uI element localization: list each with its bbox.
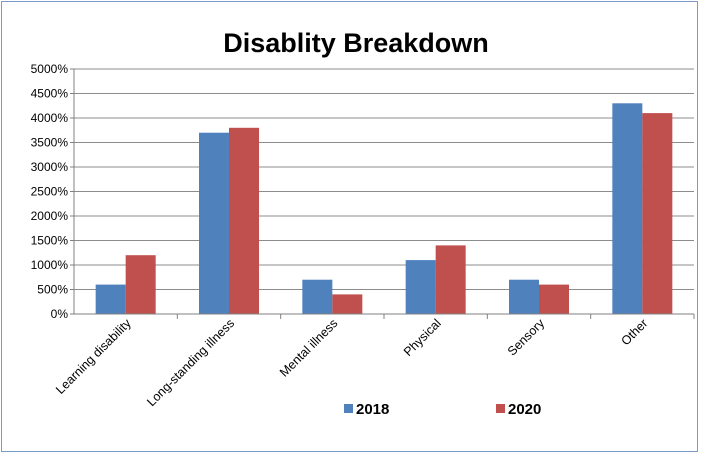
legend-label-2018: 2018	[356, 401, 389, 418]
x-category-label: Mental illness	[277, 316, 340, 379]
y-tick-label: 2000%	[31, 209, 69, 223]
x-category-label: Sensory	[505, 316, 548, 359]
legend: 2018 2020	[344, 401, 541, 418]
gridlines	[74, 68, 694, 290]
bar-2018-learning-disability	[95, 284, 126, 314]
bar-2018-long-standing-illness	[199, 132, 229, 314]
y-tick-label: 4000%	[31, 111, 69, 125]
chart-frame: Disablity Breakdown 0% 500% 1000% 1500% 2000…	[1, 1, 698, 452]
bar-2020-mental-illness	[332, 294, 363, 314]
chart-title: Disablity Breakdown	[223, 28, 489, 58]
bar-2018-mental-illness	[302, 279, 333, 314]
bar-2018-sensory	[509, 279, 539, 314]
y-tick-label: 4500%	[31, 87, 69, 101]
bars	[95, 103, 673, 314]
bar-2018-physical	[405, 260, 436, 314]
y-tick-label: 1500%	[31, 234, 69, 248]
legend-label-2020: 2020	[508, 401, 541, 418]
bar-2020-learning-disability	[125, 255, 156, 314]
y-axis-ticks: 0% 500% 1000% 1500% 2000% 2500% 3000% 3500% 4000…	[31, 62, 74, 321]
x-category-label: Physical	[401, 316, 444, 359]
bar-2020-other	[642, 113, 673, 314]
y-tick-label: 2500%	[31, 185, 69, 199]
legend-swatch-2020	[496, 404, 505, 413]
y-tick-label: 3000%	[31, 160, 69, 174]
bar-2020-long-standing-illness	[229, 127, 259, 314]
x-category-label: Other	[618, 316, 650, 348]
bar-2020-sensory	[539, 284, 569, 314]
bar-2020-physical	[435, 245, 466, 314]
x-category-label: Learning disability	[53, 316, 134, 397]
legend-swatch-2018	[344, 404, 353, 413]
y-tick-label: 500%	[37, 283, 68, 297]
y-tick-label: 5000%	[31, 62, 69, 76]
y-tick-label: 1000%	[31, 258, 69, 272]
x-axis-labels: Learning disability Long-standing illness…	[53, 314, 695, 409]
bar-chart: Disablity Breakdown 0% 500% 1000% 1500% 2000…	[31, 28, 695, 418]
y-tick-label: 0%	[51, 307, 69, 321]
y-tick-label: 3500%	[31, 136, 69, 150]
bar-2018-other	[612, 103, 643, 314]
x-category-label: Long-standing illness	[144, 316, 237, 409]
